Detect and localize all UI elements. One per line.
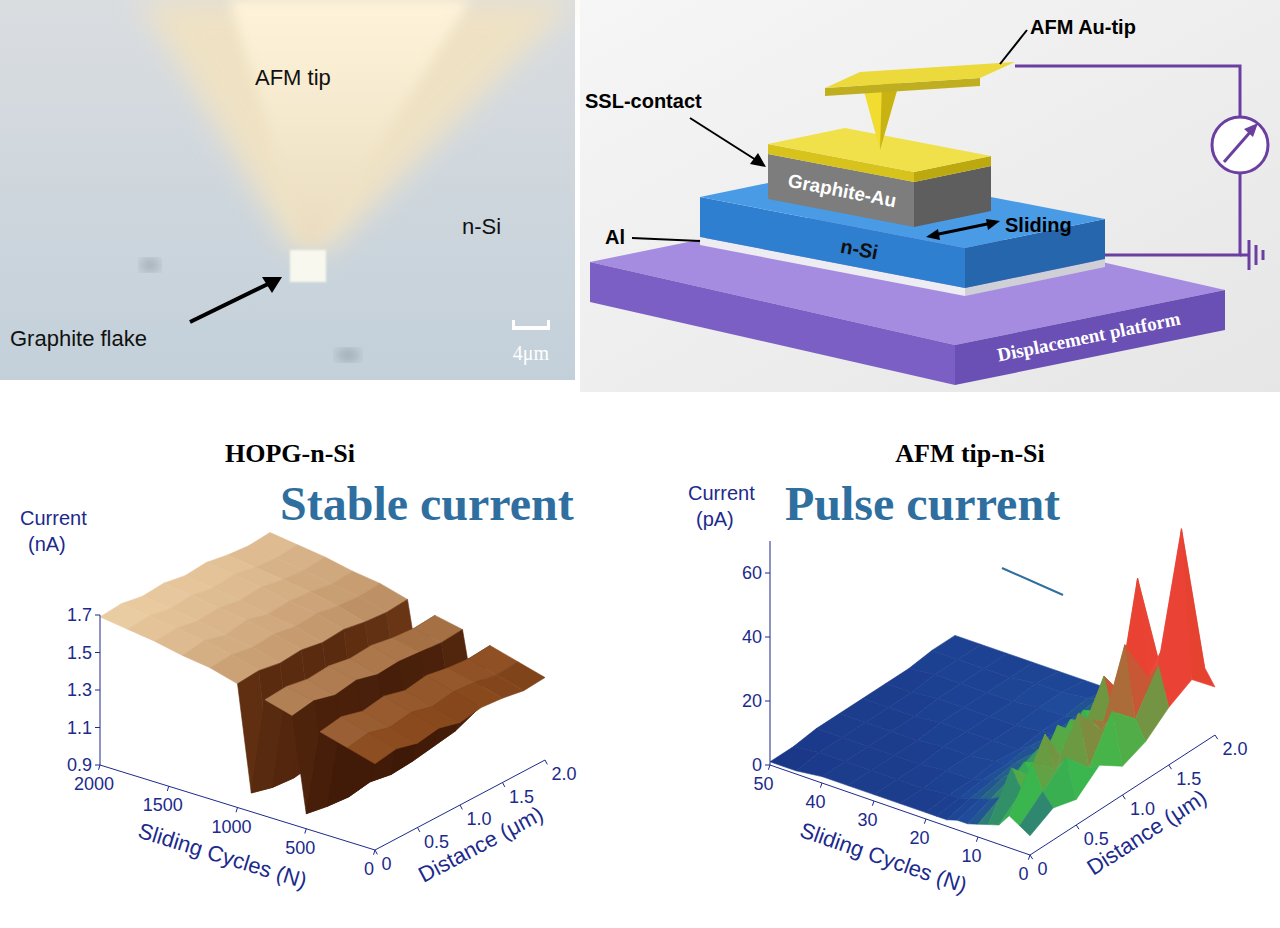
svg-text:1.1: 1.1 xyxy=(67,718,92,738)
svg-text:Current: Current xyxy=(20,507,87,529)
svg-text:1.0: 1.0 xyxy=(466,809,492,830)
svg-text:2.0: 2.0 xyxy=(1223,739,1248,759)
svg-text:Pulse current: Pulse current xyxy=(785,477,1060,530)
svg-text:Current: Current xyxy=(688,482,755,504)
svg-text:AFM tip: AFM tip xyxy=(255,65,331,90)
svg-text:Sliding Cycles (N): Sliding Cycles (N) xyxy=(135,818,309,894)
svg-text:AFM tip-n-Si: AFM tip-n-Si xyxy=(895,439,1045,468)
svg-text:1.7: 1.7 xyxy=(67,605,92,625)
svg-text:0.9: 0.9 xyxy=(67,755,92,775)
svg-text:SSL-contact: SSL-contact xyxy=(585,90,702,112)
svg-text:60: 60 xyxy=(742,563,762,583)
svg-text:Distance (μm): Distance (μm) xyxy=(414,801,547,887)
svg-text:Graphite flake: Graphite flake xyxy=(10,326,147,351)
svg-text:Al: Al xyxy=(605,226,625,248)
svg-text:0: 0 xyxy=(382,854,392,874)
svg-text:0: 0 xyxy=(752,755,762,775)
svg-text:n-Si: n-Si xyxy=(839,235,880,264)
svg-text:Sliding: Sliding xyxy=(1005,214,1072,236)
svg-text:30: 30 xyxy=(857,810,877,830)
svg-text:1.3: 1.3 xyxy=(67,680,92,700)
svg-text:2.0: 2.0 xyxy=(552,764,577,784)
svg-text:2000: 2000 xyxy=(74,774,114,794)
svg-text:1.0: 1.0 xyxy=(1130,798,1156,819)
svg-text:(nA): (nA) xyxy=(28,533,66,555)
svg-text:0.5: 0.5 xyxy=(1083,828,1109,849)
svg-text:0: 0 xyxy=(1038,859,1048,879)
svg-text:0.5: 0.5 xyxy=(424,831,450,852)
svg-text:Displacement platform: Displacement platform xyxy=(995,308,1182,366)
svg-text:10: 10 xyxy=(961,846,981,866)
svg-text:20: 20 xyxy=(909,828,929,848)
svg-text:1000: 1000 xyxy=(212,817,252,837)
svg-text:50: 50 xyxy=(753,774,773,794)
svg-text:0: 0 xyxy=(364,859,374,879)
svg-text:Stable current: Stable current xyxy=(280,477,574,530)
svg-text:500: 500 xyxy=(285,838,315,858)
svg-text:HOPG-n-Si: HOPG-n-Si xyxy=(225,439,355,468)
svg-text:40: 40 xyxy=(805,792,825,812)
svg-text:4μm: 4μm xyxy=(513,342,550,365)
svg-text:n-Si: n-Si xyxy=(462,214,501,239)
svg-text:1.5: 1.5 xyxy=(509,786,535,807)
svg-text:20: 20 xyxy=(742,691,762,711)
svg-text:Graphite-Au: Graphite-Au xyxy=(786,170,898,211)
svg-text:Distance (μm): Distance (μm) xyxy=(1082,784,1211,880)
svg-text:(pA): (pA) xyxy=(696,508,734,530)
svg-text:1.5: 1.5 xyxy=(1176,768,1202,789)
svg-text:1.5: 1.5 xyxy=(67,643,92,663)
svg-text:0: 0 xyxy=(1018,864,1028,884)
svg-text:1500: 1500 xyxy=(143,795,183,815)
svg-text:AFM Au-tip: AFM Au-tip xyxy=(1030,16,1136,38)
svg-text:40: 40 xyxy=(742,627,762,647)
svg-text:Sliding Cycles (N): Sliding Cycles (N) xyxy=(797,817,970,898)
